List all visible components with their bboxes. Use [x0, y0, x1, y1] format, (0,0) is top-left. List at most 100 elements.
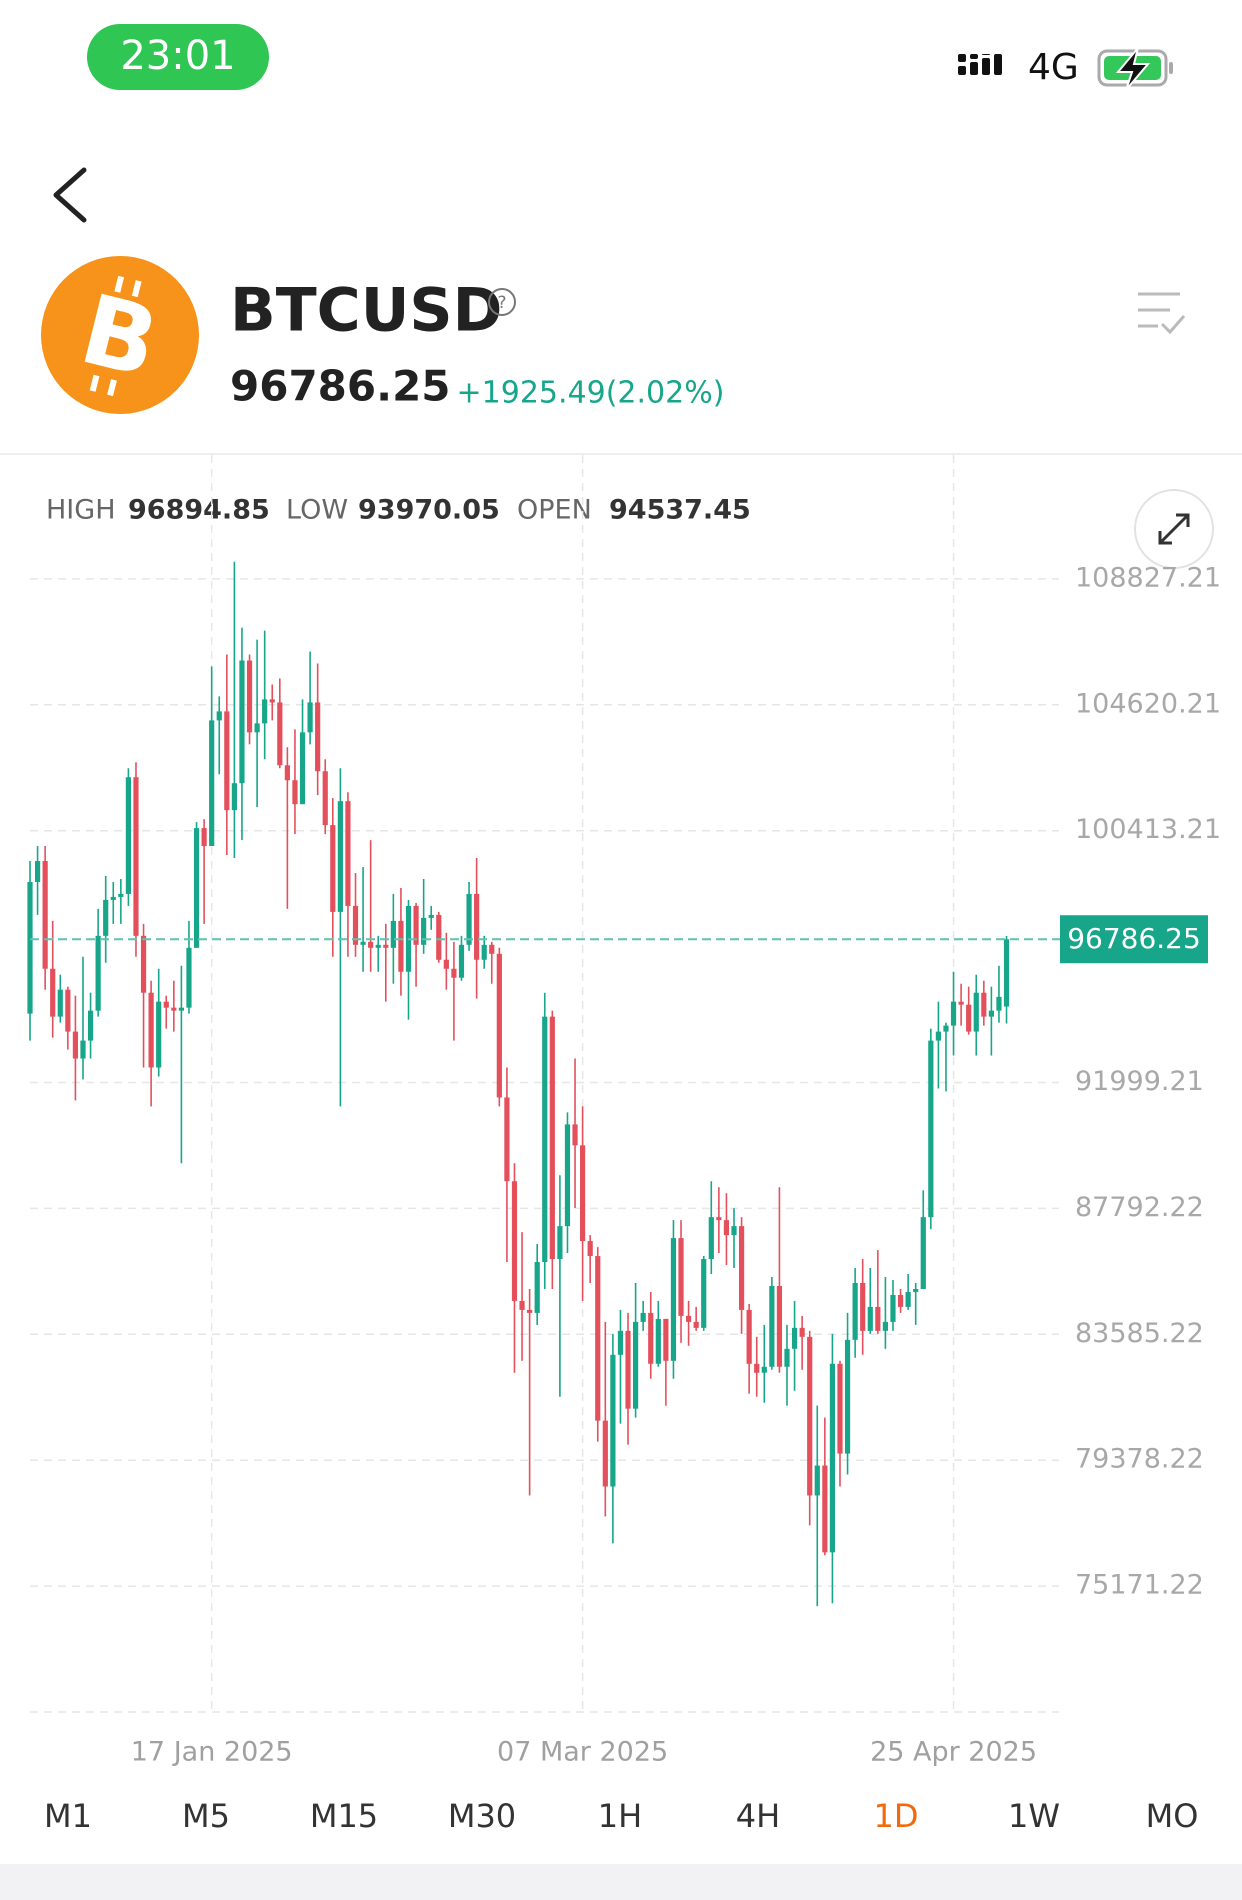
- candle-body: [814, 1465, 820, 1496]
- candle-body: [738, 1226, 745, 1310]
- candle-body: [428, 914, 434, 918]
- candle-body: [996, 996, 1002, 1011]
- timeframe-button[interactable]: M1: [44, 1797, 92, 1835]
- candle-body: [398, 920, 404, 972]
- candle-body: [299, 732, 306, 805]
- candle-body: [443, 959, 449, 969]
- candle-body: [360, 941, 366, 945]
- timeframe-button[interactable]: 1D: [874, 1797, 919, 1835]
- candle-body: [860, 1282, 866, 1331]
- candle-body: [193, 828, 200, 948]
- candle-body: [685, 1315, 692, 1322]
- candle-body: [950, 1001, 957, 1026]
- candle-body: [610, 1354, 616, 1487]
- open-value: 94537.45: [609, 495, 751, 526]
- network-type: 4G: [1028, 47, 1079, 88]
- candle-body: [572, 1124, 578, 1146]
- bottom-bar: [0, 1864, 1242, 1900]
- open-label: OPEN: [517, 495, 592, 526]
- candle-body: [140, 935, 147, 993]
- candle-body: [239, 660, 245, 784]
- candle-body: [905, 1291, 911, 1307]
- candle-body: [776, 1285, 783, 1367]
- candle-body: [65, 989, 71, 1032]
- candle-body: [723, 1220, 730, 1236]
- candle-body: [148, 992, 154, 1068]
- candle-body: [580, 1145, 586, 1242]
- candle-body: [103, 899, 109, 936]
- candle-body: [163, 1001, 169, 1008]
- candle-body: [254, 723, 260, 733]
- candle-body: [897, 1294, 904, 1307]
- watchlist-icon[interactable]: [1138, 292, 1186, 335]
- candle-body: [663, 1318, 669, 1361]
- candle-body: [87, 1010, 94, 1041]
- candle-body: [284, 765, 290, 781]
- candle-body: [125, 777, 132, 894]
- candle-body: [50, 968, 56, 1017]
- candle-body: [549, 1016, 555, 1260]
- high-value: 96894.85: [128, 495, 270, 526]
- expand-button[interactable]: [1134, 489, 1214, 569]
- candle-body: [875, 1306, 881, 1331]
- candle-body: [277, 702, 283, 766]
- candle-body: [943, 1025, 949, 1032]
- timeframe-button[interactable]: 1H: [598, 1797, 642, 1835]
- candle-body: [186, 947, 192, 1008]
- timeframe-button[interactable]: 4H: [736, 1797, 780, 1835]
- candle-body: [216, 711, 222, 721]
- candle-body: [262, 699, 268, 724]
- x-tick-label: 07 Mar 2025: [497, 1737, 668, 1768]
- candle-body: [935, 1031, 941, 1041]
- candle-body: [451, 968, 457, 978]
- candle-body: [72, 1031, 79, 1059]
- timeframe-button[interactable]: 1W: [1008, 1797, 1060, 1835]
- low-label: LOW: [286, 495, 348, 526]
- candle-body: [337, 801, 343, 912]
- candle-body: [640, 1312, 646, 1322]
- candle-body: [988, 1010, 994, 1017]
- candle-body: [421, 917, 427, 945]
- candle-body: [791, 1327, 798, 1349]
- candle-body: [731, 1226, 737, 1236]
- candle-body: [761, 1366, 767, 1373]
- candle-body: [542, 1016, 548, 1263]
- candle-body: [322, 771, 328, 826]
- candle-body: [784, 1348, 790, 1367]
- timeframe-button[interactable]: M30: [448, 1797, 516, 1835]
- timeframe-button[interactable]: M15: [310, 1797, 378, 1835]
- candle-body: [822, 1465, 828, 1553]
- y-tick-label: 75171.22: [1075, 1570, 1204, 1601]
- candlestick-chart: 17 Jan 2025 07 Mar 2025 25 Apr 2025 75171.2…: [27, 455, 1221, 1768]
- btc-logo: B: [41, 256, 199, 414]
- timeframe-button[interactable]: MO: [1146, 1797, 1199, 1835]
- candle-body: [655, 1318, 661, 1364]
- separator: [0, 453, 1242, 455]
- timeframe-button[interactable]: M5: [182, 1797, 230, 1835]
- candle-body: [27, 881, 33, 1014]
- candle-body: [209, 720, 215, 847]
- low-value: 93970.05: [358, 495, 500, 526]
- candle-body: [246, 660, 253, 733]
- candle-body: [746, 1309, 752, 1364]
- candle-body: [231, 783, 237, 811]
- candle-body: [633, 1321, 639, 1409]
- y-tick-label: 100413.21: [1075, 814, 1221, 845]
- candle-body: [595, 1256, 601, 1421]
- time-pill: [87, 24, 269, 90]
- candle-body: [678, 1238, 684, 1316]
- candle-body: [1003, 939, 1010, 1007]
- candle-body: [34, 861, 41, 882]
- svg-text:?: ?: [497, 293, 506, 313]
- candle-body: [708, 1217, 714, 1260]
- candle-body: [383, 944, 389, 948]
- back-button[interactable]: [53, 167, 87, 223]
- candle-body: [458, 944, 465, 978]
- candle-body: [474, 893, 480, 960]
- candle-body: [171, 1007, 177, 1011]
- candle-body: [390, 920, 396, 948]
- last-price-label: 96786.25: [1067, 922, 1201, 955]
- help-icon[interactable]: ?: [488, 288, 516, 316]
- candle-body: [292, 780, 298, 805]
